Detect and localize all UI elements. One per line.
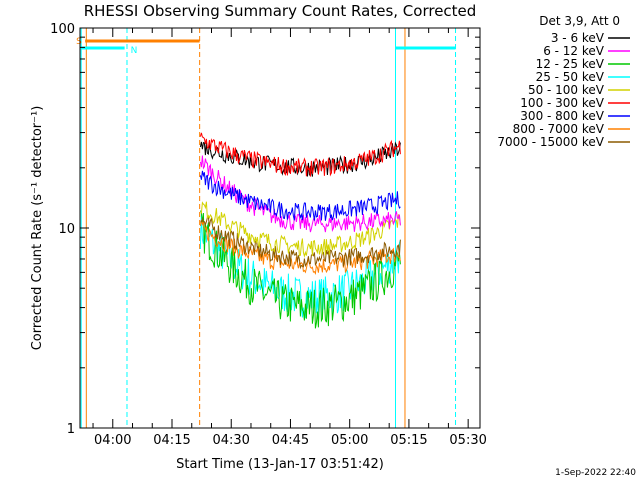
x-tick-label: 04:15 — [153, 433, 190, 448]
y-axis-label: Corrected Count Rate (s⁻¹ detector⁻¹) — [30, 106, 45, 351]
annotations-layer: SN — [76, 37, 456, 56]
legend-entry-label: 800 - 7000 keV — [513, 122, 605, 136]
legend-entry-label: 6 - 12 keV — [543, 44, 605, 58]
series-line-4 — [200, 201, 401, 258]
legend-entry-label: 7000 - 15000 keV — [497, 135, 604, 149]
x-axis: 04:00 04:15 04:30 04:45 05:00 05:15 05:30 — [92, 28, 487, 448]
plot-area: SN — [76, 27, 481, 429]
y-tick-label: 10 — [58, 222, 75, 237]
footer-date: 1-Sep-2022 22:40 — [555, 468, 636, 478]
x-tick-label: 04:30 — [212, 433, 249, 448]
x-tick-label: 05:15 — [390, 433, 427, 448]
legend-entry-label: 50 - 100 keV — [528, 83, 605, 97]
series-line-6 — [199, 170, 401, 221]
vertical-markers — [80, 28, 457, 428]
series-line-2 — [199, 210, 401, 329]
x-tick-label: 04:45 — [272, 433, 309, 448]
legend-entry-label: 25 - 50 keV — [536, 70, 605, 84]
legend-entry-label: 3 - 6 keV — [551, 31, 605, 45]
y-tick-label: 1 — [67, 422, 75, 437]
y-tick-label: 100 — [50, 22, 75, 37]
y-axis: 1 10 100 — [50, 22, 480, 437]
annotation-label: N — [131, 46, 138, 56]
x-axis-label: Start Time (13-Jan-17 03:51:42) — [176, 457, 384, 472]
legend-entry-label: 100 - 300 keV — [520, 96, 604, 110]
chart-title: RHESSI Observing Summary Count Rates, Co… — [84, 2, 477, 20]
x-tick-label: 04:00 — [94, 433, 131, 448]
legend-header: Det 3,9, Att 0 — [539, 14, 620, 28]
series-line-1 — [199, 155, 401, 233]
series-line-8 — [200, 216, 401, 270]
annotation-label: S — [76, 37, 82, 47]
legend-entry-label: 12 - 25 keV — [536, 57, 605, 71]
legend-entry-label: 300 - 800 keV — [520, 109, 604, 123]
series-line-5 — [199, 132, 401, 177]
x-tick-label: 05:00 — [331, 433, 368, 448]
x-tick-label: 05:30 — [449, 433, 486, 448]
series-layer — [199, 132, 401, 329]
plot-frame — [79, 27, 481, 429]
